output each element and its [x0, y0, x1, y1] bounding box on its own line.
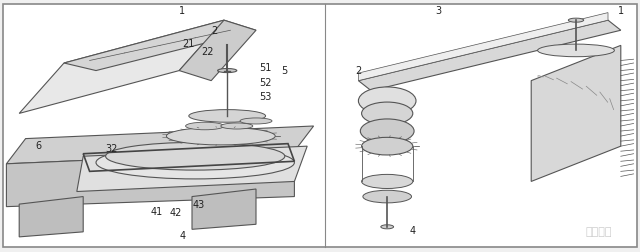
- Ellipse shape: [362, 102, 413, 125]
- Ellipse shape: [568, 18, 584, 22]
- Ellipse shape: [106, 142, 285, 170]
- Ellipse shape: [538, 44, 614, 57]
- Text: 1: 1: [179, 6, 186, 16]
- Polygon shape: [6, 151, 294, 207]
- Text: 22: 22: [202, 47, 214, 57]
- Text: 52: 52: [259, 78, 272, 88]
- FancyBboxPatch shape: [3, 4, 637, 247]
- Ellipse shape: [189, 110, 266, 122]
- Ellipse shape: [186, 122, 224, 130]
- Text: 42: 42: [170, 208, 182, 218]
- Ellipse shape: [362, 137, 413, 155]
- Ellipse shape: [166, 127, 275, 145]
- Ellipse shape: [240, 118, 272, 124]
- Text: 32: 32: [106, 144, 118, 154]
- Text: 4: 4: [179, 231, 186, 241]
- Text: 21: 21: [182, 39, 195, 49]
- Polygon shape: [531, 45, 621, 181]
- Ellipse shape: [362, 174, 413, 188]
- Ellipse shape: [360, 119, 414, 143]
- Ellipse shape: [218, 69, 237, 73]
- Text: 3: 3: [435, 6, 442, 16]
- Polygon shape: [19, 197, 83, 237]
- Text: 2: 2: [211, 26, 218, 37]
- Text: 新浪众测: 新浪众测: [585, 227, 612, 237]
- Text: 53: 53: [259, 92, 272, 102]
- Ellipse shape: [381, 225, 394, 229]
- Polygon shape: [179, 20, 256, 81]
- Polygon shape: [77, 146, 307, 192]
- Polygon shape: [6, 126, 314, 164]
- Text: 6: 6: [35, 141, 42, 151]
- Polygon shape: [192, 189, 256, 229]
- Polygon shape: [64, 20, 256, 71]
- Text: 4: 4: [410, 226, 416, 236]
- Ellipse shape: [221, 123, 253, 129]
- Ellipse shape: [358, 87, 416, 115]
- Text: 5: 5: [282, 66, 288, 76]
- Polygon shape: [358, 13, 608, 81]
- Ellipse shape: [363, 190, 412, 203]
- Text: 51: 51: [259, 63, 272, 73]
- Text: 41: 41: [150, 207, 163, 217]
- Ellipse shape: [96, 146, 294, 179]
- Text: 43: 43: [192, 200, 205, 210]
- Polygon shape: [358, 20, 621, 91]
- Polygon shape: [19, 20, 224, 113]
- Text: 2: 2: [355, 66, 362, 76]
- Text: 1: 1: [618, 6, 624, 16]
